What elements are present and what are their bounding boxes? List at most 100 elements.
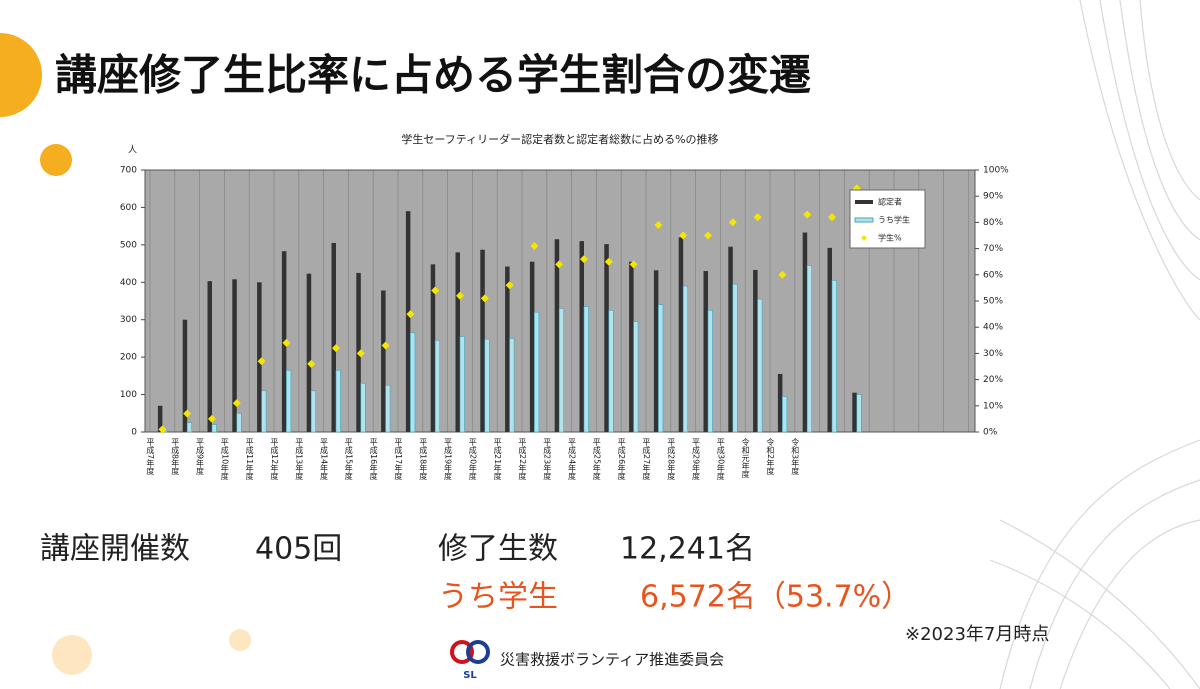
point (654, 221, 663, 230)
bar (381, 290, 386, 432)
x-tick-label: 平成25年度 (592, 438, 601, 481)
bar (286, 369, 292, 433)
bar (430, 264, 436, 432)
x-tick-label: 令和元年度 (741, 437, 750, 479)
bar (261, 390, 267, 433)
point (753, 213, 762, 222)
x-tick-label: 令和2年度 (766, 437, 775, 476)
y2-tick-label: 20% (983, 375, 1003, 385)
x-tick-label: 平成27年度 (642, 438, 651, 481)
bar (856, 394, 862, 433)
x-tick-label: 平成28年度 (667, 438, 676, 481)
bar (509, 338, 515, 433)
stat-label: 修了生数 (438, 532, 558, 567)
bar (505, 266, 510, 432)
y-tick-label: 600 (120, 203, 137, 213)
x-tick-label: 平成22年度 (518, 438, 527, 481)
point (183, 409, 192, 418)
point (332, 344, 340, 353)
slide-title: 講座修了生比率に占める学生割合の変遷 (55, 51, 811, 100)
bar (753, 269, 758, 432)
legend-label: うち学生 (878, 215, 910, 225)
decoration (40, 144, 72, 176)
x-tick-label: 平成19年度 (444, 438, 453, 481)
bar (211, 424, 217, 433)
bar (207, 281, 212, 432)
point (704, 231, 712, 240)
x-tick-label: 平成16年度 (369, 438, 378, 481)
point (580, 255, 588, 264)
x-tick-label: 平成13年度 (295, 438, 304, 481)
y2-tick-label: 40% (983, 323, 1003, 333)
bar (757, 298, 763, 433)
x-tick-label: 平成10年度 (220, 438, 229, 481)
x-tick-label: 平成18年度 (419, 438, 428, 481)
y2-tick-label: 30% (983, 349, 1003, 359)
point (381, 341, 390, 350)
x-tick-label: 平成30年度 (716, 438, 725, 481)
x-tick-label: 平成21年度 (493, 438, 502, 481)
x-tick-label: 平成9年度 (196, 438, 205, 476)
bar (579, 241, 584, 432)
bar (455, 252, 460, 432)
legend-swatch (855, 200, 873, 204)
bar (777, 373, 783, 432)
bar (480, 249, 485, 432)
bar (558, 308, 565, 433)
bar (157, 405, 163, 432)
bar (732, 283, 738, 433)
bar (831, 280, 837, 433)
logo: SL (450, 640, 490, 681)
bar (306, 273, 312, 432)
stat-value: 6,572名（53.7%） (640, 580, 911, 615)
decoration (52, 635, 92, 675)
bar (629, 261, 634, 432)
legend-swatch (854, 217, 874, 223)
logo-text: SL (463, 670, 477, 681)
bar (236, 412, 242, 433)
x-tick-label: 平成20年度 (468, 438, 477, 481)
point (480, 294, 489, 303)
y-tick-label: 300 (120, 315, 137, 325)
x-tick-label: 平成29年度 (692, 438, 701, 481)
bar (232, 279, 237, 432)
y2-tick-label: 60% (983, 270, 1003, 280)
x-tick-label: 平成24年度 (568, 438, 577, 481)
bar (827, 247, 832, 432)
x-tick-label: 平成12年度 (270, 438, 279, 481)
x-tick-label: 平成7年度 (146, 438, 155, 476)
x-tick-label: 平成8年度 (171, 438, 180, 476)
bar (707, 310, 713, 433)
bar (782, 396, 788, 433)
bar (554, 239, 560, 432)
point (158, 425, 167, 434)
point (728, 218, 737, 227)
x-tick-label: 平成17年度 (394, 438, 403, 481)
bar (728, 246, 733, 432)
y-tick-label: 100 (120, 390, 137, 400)
bar (360, 383, 366, 433)
x-tick-label: 平成14年度 (320, 438, 329, 481)
point (406, 310, 415, 319)
bar (310, 390, 317, 433)
bar (583, 306, 589, 433)
bar (534, 311, 540, 433)
y-tick-label: 700 (120, 166, 137, 176)
legend-label: 学生% (878, 233, 902, 243)
y-tick-label: 400 (120, 278, 137, 288)
point (456, 291, 464, 300)
point (232, 399, 241, 408)
legend-swatch (861, 235, 867, 241)
bar (608, 310, 614, 433)
stat-label: うち学生 (438, 580, 558, 615)
point (505, 281, 514, 290)
chart-title: 学生セーフティリーダー認定者数と認定者総数に占める%の推移 (401, 132, 718, 146)
bar (604, 244, 609, 432)
bar (653, 270, 659, 432)
point (604, 257, 613, 266)
legend-label: 認定者 (878, 197, 902, 207)
bar (529, 261, 535, 432)
stat-value: 12,241名 (620, 532, 755, 567)
bar (802, 232, 808, 432)
x-tick-label: 平成11年度 (245, 438, 254, 481)
